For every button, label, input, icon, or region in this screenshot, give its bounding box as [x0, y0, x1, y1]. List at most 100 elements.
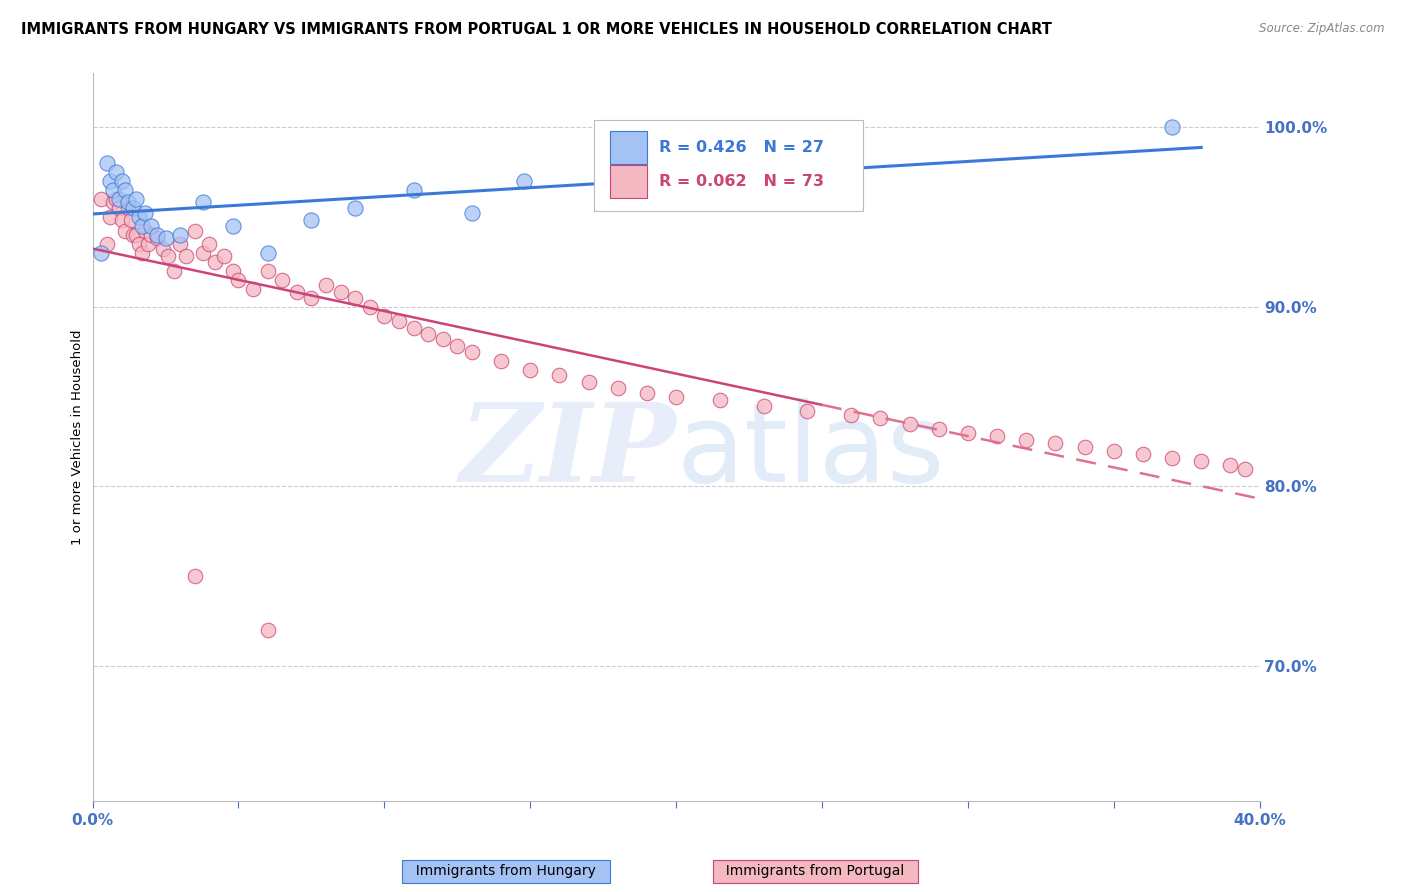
Point	[402, 183, 425, 197]
Point	[402, 321, 425, 335]
Point	[1161, 450, 1184, 465]
Point	[606, 381, 628, 395]
Point	[131, 219, 153, 233]
Point	[139, 219, 162, 233]
Point	[578, 375, 600, 389]
Point	[169, 236, 191, 251]
FancyBboxPatch shape	[610, 130, 647, 164]
Point	[1132, 447, 1154, 461]
Point	[114, 183, 136, 197]
Point	[145, 231, 167, 245]
Point	[344, 201, 367, 215]
Point	[198, 236, 221, 251]
Point	[117, 195, 139, 210]
Point	[221, 219, 243, 233]
Point	[548, 368, 571, 382]
Point	[122, 201, 145, 215]
Point	[256, 245, 278, 260]
Point	[128, 236, 150, 251]
Point	[90, 192, 112, 206]
Point	[101, 195, 124, 210]
Text: atlas: atlas	[676, 398, 945, 505]
FancyBboxPatch shape	[595, 120, 863, 211]
Text: Immigrants from Hungary: Immigrants from Hungary	[408, 864, 605, 879]
Point	[315, 278, 337, 293]
Point	[1161, 120, 1184, 134]
Point	[104, 165, 127, 179]
Point	[1102, 443, 1125, 458]
Point	[1015, 433, 1038, 447]
Point	[98, 174, 121, 188]
Point	[796, 404, 818, 418]
Point	[104, 192, 127, 206]
Point	[101, 183, 124, 197]
Point	[96, 236, 118, 251]
Point	[869, 411, 891, 425]
Point	[108, 192, 131, 206]
Point	[228, 273, 250, 287]
Point	[122, 227, 145, 242]
Point	[1219, 458, 1241, 472]
Point	[513, 174, 536, 188]
Point	[131, 245, 153, 260]
Point	[271, 273, 294, 287]
Point	[96, 156, 118, 170]
Point	[956, 425, 979, 440]
Point	[145, 227, 167, 242]
Point	[120, 213, 142, 227]
Point	[114, 224, 136, 238]
Y-axis label: 1 or more Vehicles in Household: 1 or more Vehicles in Household	[72, 329, 84, 545]
Point	[163, 264, 186, 278]
Point	[416, 326, 439, 341]
Point	[299, 291, 322, 305]
Point	[1234, 461, 1257, 475]
Point	[446, 339, 468, 353]
Point	[125, 192, 148, 206]
Text: ZIP: ZIP	[460, 398, 676, 506]
Point	[174, 249, 197, 263]
Point	[489, 353, 512, 368]
Point	[193, 245, 215, 260]
Point	[136, 236, 159, 251]
Point	[986, 429, 1008, 443]
Point	[111, 213, 134, 227]
Point	[139, 227, 162, 242]
Point	[128, 210, 150, 224]
Point	[373, 309, 395, 323]
Point	[928, 422, 950, 436]
Point	[285, 285, 308, 300]
Point	[1073, 440, 1095, 454]
Point	[636, 386, 658, 401]
Point	[183, 569, 205, 583]
Text: Source: ZipAtlas.com: Source: ZipAtlas.com	[1260, 22, 1385, 36]
Point	[665, 390, 688, 404]
Point	[898, 417, 921, 431]
FancyBboxPatch shape	[610, 165, 647, 198]
Point	[90, 245, 112, 260]
Point	[152, 242, 174, 256]
Point	[193, 195, 215, 210]
Point	[299, 213, 322, 227]
Point	[117, 201, 139, 215]
Point	[204, 254, 226, 268]
Point	[183, 224, 205, 238]
Point	[359, 300, 381, 314]
Point	[134, 224, 156, 238]
Point	[344, 291, 367, 305]
Point	[157, 249, 180, 263]
Text: IMMIGRANTS FROM HUNGARY VS IMMIGRANTS FROM PORTUGAL 1 OR MORE VEHICLES IN HOUSEH: IMMIGRANTS FROM HUNGARY VS IMMIGRANTS FR…	[21, 22, 1052, 37]
Point	[432, 332, 454, 346]
Point	[169, 227, 191, 242]
Point	[125, 227, 148, 242]
Point	[134, 206, 156, 220]
Point	[752, 399, 775, 413]
Point	[108, 201, 131, 215]
Point	[461, 344, 484, 359]
Point	[329, 285, 352, 300]
Point	[242, 282, 264, 296]
Point	[111, 174, 134, 188]
Point	[221, 264, 243, 278]
Point	[256, 264, 278, 278]
Point	[98, 210, 121, 224]
Point	[839, 408, 862, 422]
